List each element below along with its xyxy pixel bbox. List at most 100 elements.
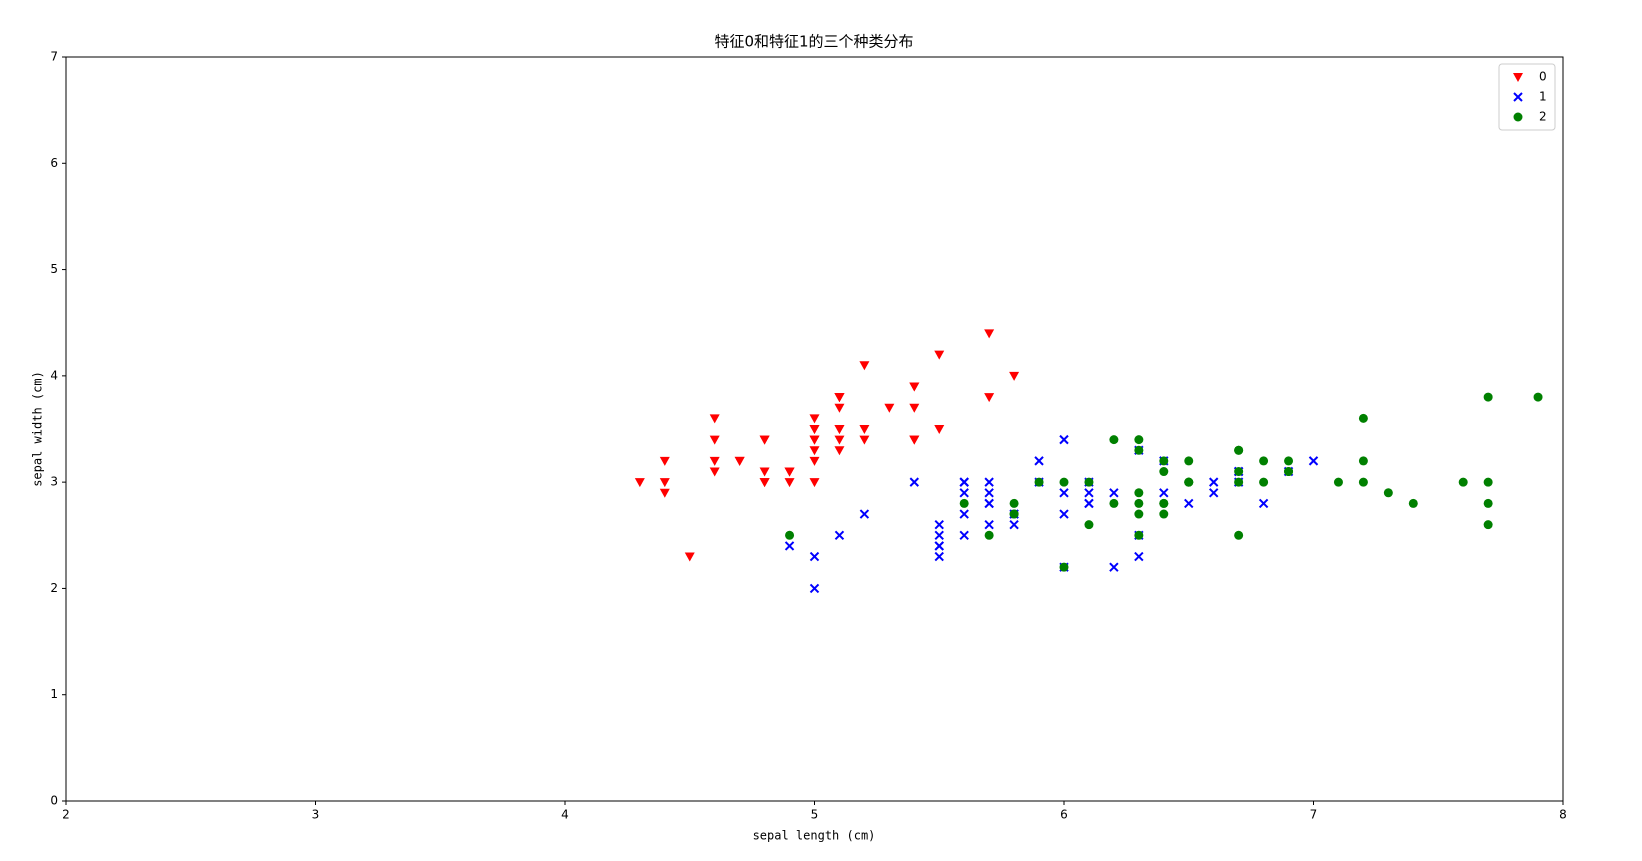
point: [1134, 530, 1144, 540]
point: [1009, 498, 1019, 508]
point: [934, 425, 945, 434]
point: [1159, 488, 1169, 498]
legend-box: [1498, 63, 1556, 131]
point: [1159, 509, 1169, 519]
point: [959, 477, 969, 487]
point: [1333, 477, 1343, 487]
point: [709, 435, 720, 445]
point: [1483, 520, 1493, 530]
point: [709, 414, 720, 424]
point: [1358, 477, 1368, 487]
point: [1358, 456, 1368, 466]
x-tick-label: 7: [1310, 808, 1318, 822]
point: [1184, 498, 1194, 509]
point: [859, 425, 870, 434]
point: [1483, 498, 1493, 508]
point: [959, 509, 969, 519]
point: [1308, 456, 1319, 466]
point: [809, 425, 820, 434]
x-tick-label: 4: [561, 808, 569, 822]
y-axis-label: sepal width (cm): [31, 371, 45, 487]
point: [1259, 456, 1269, 466]
point: [1134, 488, 1144, 498]
point: [909, 477, 920, 487]
y-tick-label: 2: [50, 581, 58, 595]
point: [934, 350, 945, 360]
point: [1408, 498, 1418, 508]
y-tick-label: 1: [50, 687, 58, 701]
point: [834, 435, 845, 445]
point: [984, 530, 994, 540]
point: [659, 456, 670, 466]
point: [1234, 467, 1244, 477]
point: [1134, 435, 1144, 445]
point: [1483, 392, 1493, 402]
point: [984, 519, 994, 530]
point: [859, 361, 870, 371]
point: [809, 551, 820, 562]
point: [1084, 488, 1094, 498]
point: [834, 403, 845, 413]
point: [1284, 467, 1294, 477]
point: [1009, 519, 1019, 530]
point: [759, 478, 770, 488]
point: [1084, 520, 1094, 530]
point: [784, 478, 795, 488]
point: [684, 552, 695, 562]
point: [809, 456, 820, 466]
point: [1234, 530, 1244, 540]
legend-marker: [1513, 112, 1523, 122]
point: [984, 488, 994, 498]
point: [1284, 456, 1294, 466]
y-tick-label: 5: [50, 262, 58, 276]
x-tick-label: 3: [312, 808, 320, 822]
point: [1259, 477, 1269, 487]
point: [1533, 392, 1543, 402]
y-tick-label: 3: [50, 475, 58, 489]
point: [1134, 498, 1144, 508]
point: [959, 488, 969, 498]
point: [1059, 509, 1069, 519]
point: [1458, 477, 1468, 487]
point: [1059, 562, 1069, 572]
point: [1208, 477, 1219, 487]
point: [1034, 456, 1044, 466]
y-tick-label: 0: [50, 794, 58, 808]
point: [959, 498, 969, 508]
point: [1059, 434, 1069, 445]
point: [1383, 488, 1393, 498]
point: [909, 403, 920, 413]
point: [934, 551, 944, 562]
point: [784, 541, 795, 551]
point: [834, 393, 845, 403]
x-tick-label: 8: [1559, 808, 1567, 822]
point: [859, 509, 870, 519]
point: [1134, 551, 1144, 562]
point: [934, 541, 944, 551]
point: [659, 488, 670, 498]
point: [1358, 413, 1368, 423]
point: [1059, 488, 1069, 498]
point: [1084, 477, 1094, 487]
point: [809, 478, 820, 488]
point: [984, 329, 995, 339]
point: [809, 414, 820, 424]
point: [934, 519, 944, 530]
point: [1134, 445, 1144, 455]
point: [1234, 477, 1244, 487]
point: [1258, 498, 1269, 509]
point: [1234, 445, 1244, 455]
point: [784, 467, 795, 477]
point: [659, 478, 670, 488]
x-tick-label: 2: [62, 808, 70, 822]
point: [984, 393, 995, 403]
chart-title: 特征0和特征1的三个种类分布: [714, 33, 913, 51]
x-tick-label: 5: [811, 808, 819, 822]
point: [1059, 477, 1069, 487]
point: [1208, 488, 1219, 498]
point: [1109, 435, 1119, 445]
point: [884, 403, 895, 413]
point: [759, 435, 770, 445]
point: [809, 435, 820, 445]
point: [859, 435, 870, 445]
